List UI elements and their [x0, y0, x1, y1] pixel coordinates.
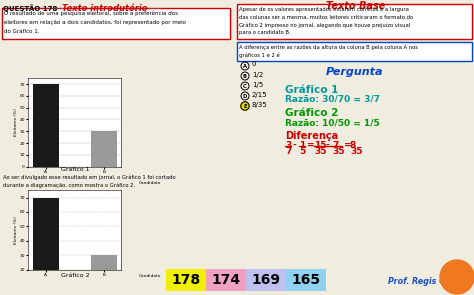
Text: Prof. Regis Cortês: Prof. Regis Cortês: [388, 276, 468, 286]
Text: =: =: [307, 141, 315, 150]
Text: 8: 8: [350, 141, 356, 150]
Text: 178: 178: [172, 273, 201, 287]
FancyBboxPatch shape: [246, 269, 286, 291]
FancyBboxPatch shape: [237, 42, 472, 61]
Text: 0: 0: [252, 61, 256, 68]
Text: 35: 35: [314, 147, 327, 156]
Text: Razão: 30/70 = 3/7: Razão: 30/70 = 3/7: [285, 95, 380, 104]
Text: 1/5: 1/5: [252, 81, 263, 88]
Text: Gráfico 1: Gráfico 1: [61, 167, 89, 172]
Text: 7: 7: [332, 141, 338, 150]
Text: 35: 35: [332, 147, 345, 156]
Text: A: A: [243, 63, 247, 68]
Text: 1/2: 1/2: [252, 71, 263, 78]
Text: Diferença: Diferença: [285, 131, 338, 141]
Text: Gráfico 2: Gráfico 2: [285, 108, 338, 118]
Text: 35: 35: [350, 147, 363, 156]
FancyBboxPatch shape: [286, 269, 326, 291]
Text: -: -: [293, 141, 297, 150]
Text: C: C: [243, 83, 247, 88]
Text: ——: ——: [148, 5, 162, 11]
Circle shape: [440, 260, 474, 294]
Text: Ao ser divulgado esse resultado em jornal, o Gráfico 1 foi cortado: Ao ser divulgado esse resultado em jorna…: [3, 174, 176, 179]
Text: Pergunta: Pergunta: [326, 67, 384, 77]
FancyBboxPatch shape: [166, 269, 206, 291]
FancyBboxPatch shape: [206, 269, 246, 291]
Y-axis label: Eleitores (%): Eleitores (%): [14, 109, 18, 136]
Text: 8/35: 8/35: [252, 101, 268, 107]
Text: 174: 174: [211, 273, 241, 287]
Text: Gráfico 2: Gráfico 2: [61, 273, 89, 278]
Text: Texto introdutório: Texto introdutório: [62, 4, 147, 13]
Text: 5: 5: [299, 147, 305, 156]
FancyBboxPatch shape: [237, 4, 472, 39]
Text: 169: 169: [252, 273, 281, 287]
Bar: [91, 255, 117, 295]
Bar: [33, 198, 59, 295]
Text: Gráfico 2 impresso no jornal, alegando que houve prejuízo visual: Gráfico 2 impresso no jornal, alegando q…: [239, 23, 410, 28]
Text: =: =: [344, 141, 352, 150]
Text: B: B: [243, 73, 247, 78]
Text: 165: 165: [292, 273, 320, 287]
Text: Gráfico 1: Gráfico 1: [285, 85, 338, 95]
Text: do Gráfico 1.: do Gráfico 1.: [4, 29, 39, 34]
Text: 7: 7: [285, 147, 292, 156]
Text: Candidato: Candidato: [138, 274, 161, 278]
FancyBboxPatch shape: [2, 8, 230, 39]
Text: O resultado de uma pesquisa eleitoral, sobre a preferência dos: O resultado de uma pesquisa eleitoral, s…: [4, 11, 178, 17]
Text: D: D: [243, 94, 247, 99]
Text: ——: ——: [52, 5, 66, 11]
Bar: [91, 131, 117, 167]
Text: Candidato: Candidato: [138, 181, 161, 185]
Text: -: -: [326, 141, 330, 150]
Text: eleitores em relação a dois candidatos, foi representado por meio: eleitores em relação a dois candidatos, …: [4, 20, 186, 25]
Text: 3: 3: [285, 141, 291, 150]
Text: gráficos 1 e 2 é: gráficos 1 e 2 é: [239, 53, 280, 58]
Text: para o candidato B.: para o candidato B.: [239, 30, 291, 35]
Text: A diferença entre as razões da altura da coluna B pela coluna A nos: A diferença entre as razões da altura da…: [239, 45, 418, 50]
Circle shape: [241, 102, 249, 110]
Bar: [33, 84, 59, 167]
Text: E: E: [243, 104, 247, 109]
Text: durante a diagramação, como mostra o Gráfico 2.: durante a diagramação, como mostra o Grá…: [3, 182, 135, 188]
Text: Texto Base: Texto Base: [326, 1, 386, 11]
Text: das colunas ser a mesma, muitos leitores criticaram o formato do: das colunas ser a mesma, muitos leitores…: [239, 15, 413, 20]
Text: QUESTÃO 178: QUESTÃO 178: [3, 4, 57, 12]
Text: Razão: 10/50 = 1/5: Razão: 10/50 = 1/5: [285, 118, 380, 127]
Text: Apesar de os valores apresentados estarem corretos e a largura: Apesar de os valores apresentados estare…: [239, 7, 409, 12]
Text: 2/15: 2/15: [252, 91, 268, 98]
Y-axis label: Eleitores (%): Eleitores (%): [14, 216, 18, 244]
Text: 1: 1: [299, 141, 305, 150]
Text: 15: 15: [314, 141, 327, 150]
